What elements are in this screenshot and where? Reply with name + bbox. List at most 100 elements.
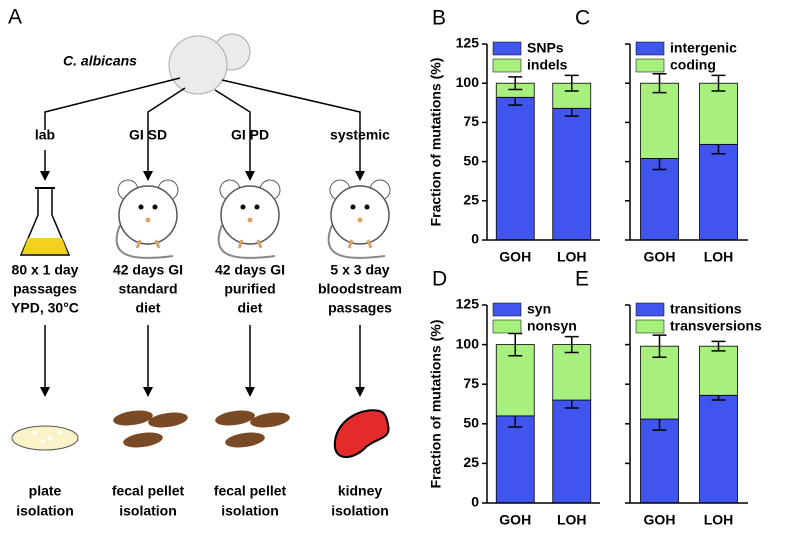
x-tick-label: GOH [499, 249, 531, 265]
condition-text: 80 x 1 day [12, 262, 79, 278]
bar-segment [640, 158, 679, 241]
bar-segment [552, 344, 592, 401]
branch: GI SD 42 days GI standard diet fecal pellet i… [112, 127, 188, 519]
legend-swatch [492, 58, 522, 73]
error-bar [652, 334, 667, 359]
error-bar [711, 340, 726, 352]
chart: D Fraction of mutations (%) 0 25 50 75 100 125 G… [428, 268, 600, 528]
y-tick-label: 125 [456, 296, 480, 312]
pellet-icon [123, 432, 163, 448]
mouse-nose [145, 217, 151, 223]
x-tick-label: GOH [644, 512, 676, 528]
bar-segment [699, 345, 738, 396]
pellet-icon [225, 432, 265, 448]
outcome-text: fecal pellet [214, 483, 287, 499]
y-tick-label: 50 [463, 415, 479, 431]
legend-swatch [635, 58, 665, 73]
mouse-eye [138, 204, 144, 210]
y-tick-label: 75 [463, 375, 479, 391]
y-axis-label: Fraction of mutations (%) [428, 320, 444, 489]
mouse-paws [135, 239, 161, 249]
branch: lab 80 x 1 day passages YPD, 30°C plate isola… [11, 127, 79, 519]
legend-swatch [492, 302, 522, 317]
legend-label: syn [527, 301, 551, 317]
flask-liquid [22, 238, 68, 254]
mouse-nose [247, 217, 253, 223]
pellet-icon [215, 410, 255, 426]
x-tick-label: LOH [557, 512, 587, 528]
pellet-icon [148, 412, 188, 428]
condition-text: 42 days GI [113, 262, 183, 278]
panel-letter: B [432, 7, 446, 30]
legend-swatch [635, 319, 665, 334]
legend-label: coding [670, 57, 716, 73]
condition-text: 42 days GI [215, 262, 285, 278]
branch-line [147, 87, 186, 150]
mouse-eye [350, 204, 356, 210]
colony [33, 431, 37, 435]
mouse-eye [240, 204, 246, 210]
y-tick-label: 25 [463, 454, 479, 470]
branch-label: systemic [330, 127, 390, 143]
branch-line [44, 77, 181, 130]
x-tick-label: LOH [704, 249, 734, 265]
x-tick-label: LOH [704, 512, 734, 528]
condition-text: bloodstream [318, 281, 402, 297]
error-bar [508, 332, 523, 357]
mouse-nose [357, 217, 363, 223]
mouse-body [118, 185, 178, 245]
outcome-text: isolation [331, 503, 389, 519]
outcome-text: isolation [221, 503, 279, 519]
outcome-text: isolation [119, 503, 177, 519]
error-bar [711, 74, 726, 92]
bar-segment [495, 96, 535, 241]
outcome-text: plate [29, 483, 62, 499]
branch: GI PD 42 days GI purified diet fecal pellet i… [214, 127, 290, 519]
outcome-text: kidney [338, 483, 383, 499]
legend-label: transitions [670, 301, 742, 317]
mouse-tail [327, 224, 386, 259]
y-axis-label: Fraction of mutations (%) [428, 58, 444, 227]
mouse-eye [152, 204, 158, 210]
y-tick-label: 100 [456, 74, 480, 90]
condition-text: passages [328, 300, 392, 316]
panel-letter: A [8, 6, 22, 29]
x-tick-label: LOH [557, 249, 587, 265]
kidney-icon [333, 409, 390, 458]
legend-label: indels [527, 57, 568, 73]
legend-label: nonsyn [527, 318, 577, 334]
y-tick-label: 50 [463, 152, 479, 168]
x-tick-label: GOH [499, 512, 531, 528]
branch: systemic 5 x 3 day bloodstream passages kidn… [318, 127, 402, 519]
bar-segment [640, 418, 679, 504]
pellet-icon [250, 412, 290, 428]
chart: B Fraction of mutations (%) 0 25 50 75 100 125 G… [428, 7, 600, 265]
legend-swatch [492, 41, 522, 56]
bar-segment [552, 399, 592, 504]
bar-segment [495, 415, 535, 504]
condition-text: diet [136, 300, 161, 316]
y-tick-label: 25 [463, 192, 479, 208]
bar-segment [699, 82, 738, 145]
error-bar [564, 335, 579, 354]
legend-swatch [492, 319, 522, 334]
condition-text: purified [224, 281, 275, 297]
branch-line [214, 89, 251, 150]
bar-segment [699, 394, 738, 504]
legend-swatch [635, 41, 665, 56]
organism-label: C. albicans [63, 53, 137, 69]
colony [41, 439, 45, 443]
bar-segment [699, 143, 738, 241]
y-tick-label: 0 [471, 231, 479, 247]
error-bar [564, 74, 579, 92]
outcome-text: isolation [16, 503, 74, 519]
bar-segment [552, 107, 592, 241]
mouse-body [220, 185, 280, 245]
mouse-paws [347, 239, 373, 249]
colony [57, 430, 61, 434]
outcome-text: fecal pellet [112, 483, 185, 499]
legend-label: transversions [670, 318, 762, 334]
